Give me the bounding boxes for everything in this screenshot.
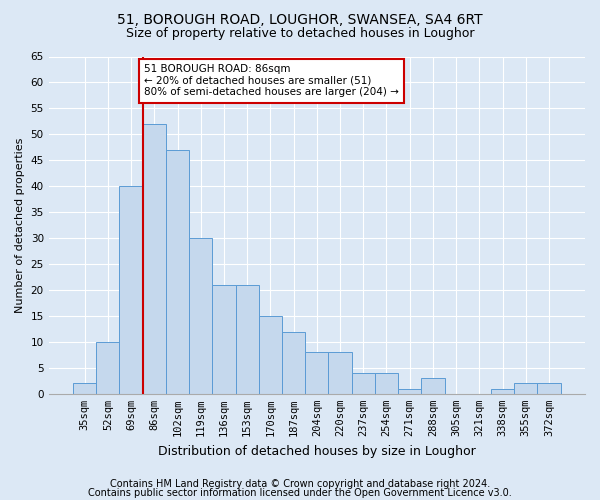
Bar xyxy=(212,285,236,394)
Bar xyxy=(514,384,538,394)
Bar xyxy=(375,373,398,394)
Bar xyxy=(259,316,282,394)
Bar xyxy=(491,388,514,394)
Bar xyxy=(282,332,305,394)
Bar xyxy=(352,373,375,394)
Bar xyxy=(538,384,560,394)
Bar xyxy=(73,384,96,394)
Bar xyxy=(143,124,166,394)
Bar xyxy=(305,352,328,394)
Bar xyxy=(119,186,143,394)
Text: Size of property relative to detached houses in Loughor: Size of property relative to detached ho… xyxy=(126,28,474,40)
Text: 51 BOROUGH ROAD: 86sqm
← 20% of detached houses are smaller (51)
80% of semi-det: 51 BOROUGH ROAD: 86sqm ← 20% of detached… xyxy=(144,64,399,98)
Bar xyxy=(236,285,259,394)
Text: Contains public sector information licensed under the Open Government Licence v3: Contains public sector information licen… xyxy=(88,488,512,498)
Bar xyxy=(328,352,352,394)
Y-axis label: Number of detached properties: Number of detached properties xyxy=(15,138,25,313)
Bar xyxy=(189,238,212,394)
Bar xyxy=(96,342,119,394)
Text: 51, BOROUGH ROAD, LOUGHOR, SWANSEA, SA4 6RT: 51, BOROUGH ROAD, LOUGHOR, SWANSEA, SA4 … xyxy=(117,12,483,26)
Text: Contains HM Land Registry data © Crown copyright and database right 2024.: Contains HM Land Registry data © Crown c… xyxy=(110,479,490,489)
Bar xyxy=(398,388,421,394)
Bar xyxy=(421,378,445,394)
X-axis label: Distribution of detached houses by size in Loughor: Distribution of detached houses by size … xyxy=(158,444,476,458)
Bar xyxy=(166,150,189,394)
